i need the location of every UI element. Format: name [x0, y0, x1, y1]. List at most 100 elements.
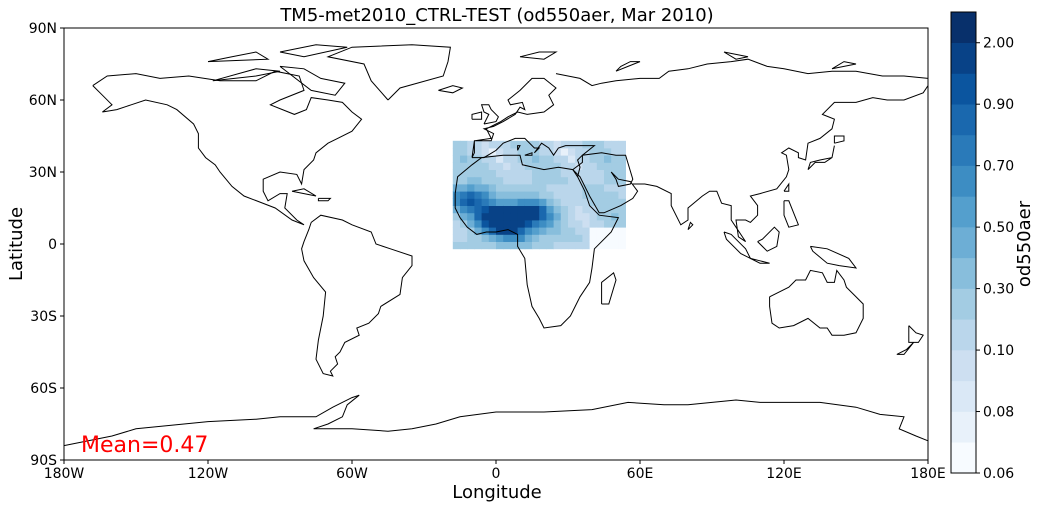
aod-cell — [604, 140, 612, 149]
aod-cell — [582, 220, 590, 228]
aod-cell — [524, 241, 533, 250]
coastline — [92, 70, 363, 226]
aod-cell — [575, 148, 583, 156]
aod-cell — [488, 227, 497, 235]
aod-cell — [604, 227, 612, 235]
aod-cell — [517, 184, 526, 192]
colorbar-segment — [951, 134, 976, 166]
aod-cell — [611, 176, 619, 185]
coastline — [723, 51, 749, 60]
aod-cell — [596, 169, 605, 178]
aod-cell — [539, 155, 547, 163]
aod-cell — [553, 155, 562, 163]
aod-cell — [539, 234, 547, 242]
aod-cell — [539, 205, 547, 214]
colorbar-segment — [951, 196, 976, 228]
coastline — [517, 145, 521, 151]
aod-cell — [560, 162, 569, 170]
colorbar-segment — [951, 12, 976, 44]
coastline — [601, 271, 617, 305]
coastline — [301, 214, 413, 377]
colorbar-tick-label: 2.00 — [983, 36, 1014, 52]
aod-cell — [553, 148, 562, 156]
aod-cell — [575, 162, 583, 170]
aod-cell — [582, 162, 590, 170]
aod-cell — [553, 184, 562, 192]
aod-cell — [467, 176, 475, 185]
aod-cell — [496, 198, 504, 206]
aod-cell — [452, 227, 461, 235]
aod-cell — [575, 184, 583, 192]
aod-cell — [546, 140, 554, 149]
aod-cell — [467, 227, 475, 235]
aod-cell — [474, 140, 482, 149]
aod-cell — [546, 184, 554, 192]
aod-cell — [488, 220, 497, 228]
coastline — [524, 152, 533, 156]
aod-cell — [553, 227, 562, 235]
aod-cell — [496, 162, 504, 170]
aod-cell — [596, 162, 605, 170]
aod-cell — [539, 198, 547, 206]
coastline — [833, 135, 845, 144]
aod-cell — [568, 198, 576, 206]
coastline — [632, 85, 929, 243]
aod-cell — [503, 176, 511, 185]
colorbar-segment — [951, 42, 976, 74]
colorbar-segment — [951, 257, 976, 289]
aod-cell — [596, 198, 605, 206]
aod-cell — [524, 176, 533, 185]
aod-cell — [481, 155, 490, 163]
aod-cell — [568, 234, 576, 242]
coastline — [783, 200, 800, 228]
map-plot-area — [63, 27, 929, 461]
aod-cell — [596, 212, 605, 221]
aod-cell — [517, 176, 526, 185]
aod-cell — [474, 212, 482, 221]
aod-cell — [460, 220, 468, 228]
aod-cell — [460, 148, 468, 156]
coastline — [757, 226, 780, 252]
aod-cell — [503, 205, 511, 214]
aod-cell — [539, 220, 547, 228]
aod-cell — [604, 148, 612, 156]
y-tick-label: 90S — [30, 453, 57, 469]
aod-cell — [488, 162, 497, 170]
aod-cell — [604, 198, 612, 206]
aod-cell — [474, 241, 482, 250]
aod-cell — [510, 148, 518, 156]
aod-cell — [452, 169, 461, 178]
aod-cell — [524, 184, 533, 192]
coastline — [291, 188, 317, 197]
aod-cell — [452, 148, 461, 156]
aod-cell — [510, 220, 518, 228]
aod-cell — [604, 234, 612, 242]
aod-cell — [467, 205, 475, 214]
x-tick-label: 60W — [336, 466, 368, 482]
aod-cell — [532, 162, 540, 170]
aod-cell — [474, 176, 482, 185]
aod-cell — [611, 184, 619, 192]
aod-cell — [589, 162, 598, 170]
aod-cell — [553, 234, 562, 242]
aod-cell — [474, 234, 482, 242]
aod-cell — [474, 148, 482, 156]
aod-cell — [560, 140, 569, 149]
aod-cell — [488, 212, 497, 221]
aod-cell — [460, 176, 468, 185]
coastline — [438, 85, 464, 94]
colorbar-tick-label: 0.50 — [983, 220, 1014, 236]
aod-cell — [618, 176, 626, 185]
aod-cell — [481, 148, 490, 156]
y-tick-label: 30S — [30, 309, 57, 325]
aod-cell — [532, 198, 540, 206]
aod-cell — [503, 140, 511, 149]
aod-cell — [496, 155, 504, 163]
aod-cell — [604, 241, 612, 250]
aod-cell — [532, 205, 540, 214]
aod-cell — [560, 241, 569, 250]
aod-cell — [618, 162, 626, 170]
aod-cell — [532, 212, 540, 221]
aod-cell — [546, 234, 554, 242]
aod-cell — [496, 212, 504, 221]
